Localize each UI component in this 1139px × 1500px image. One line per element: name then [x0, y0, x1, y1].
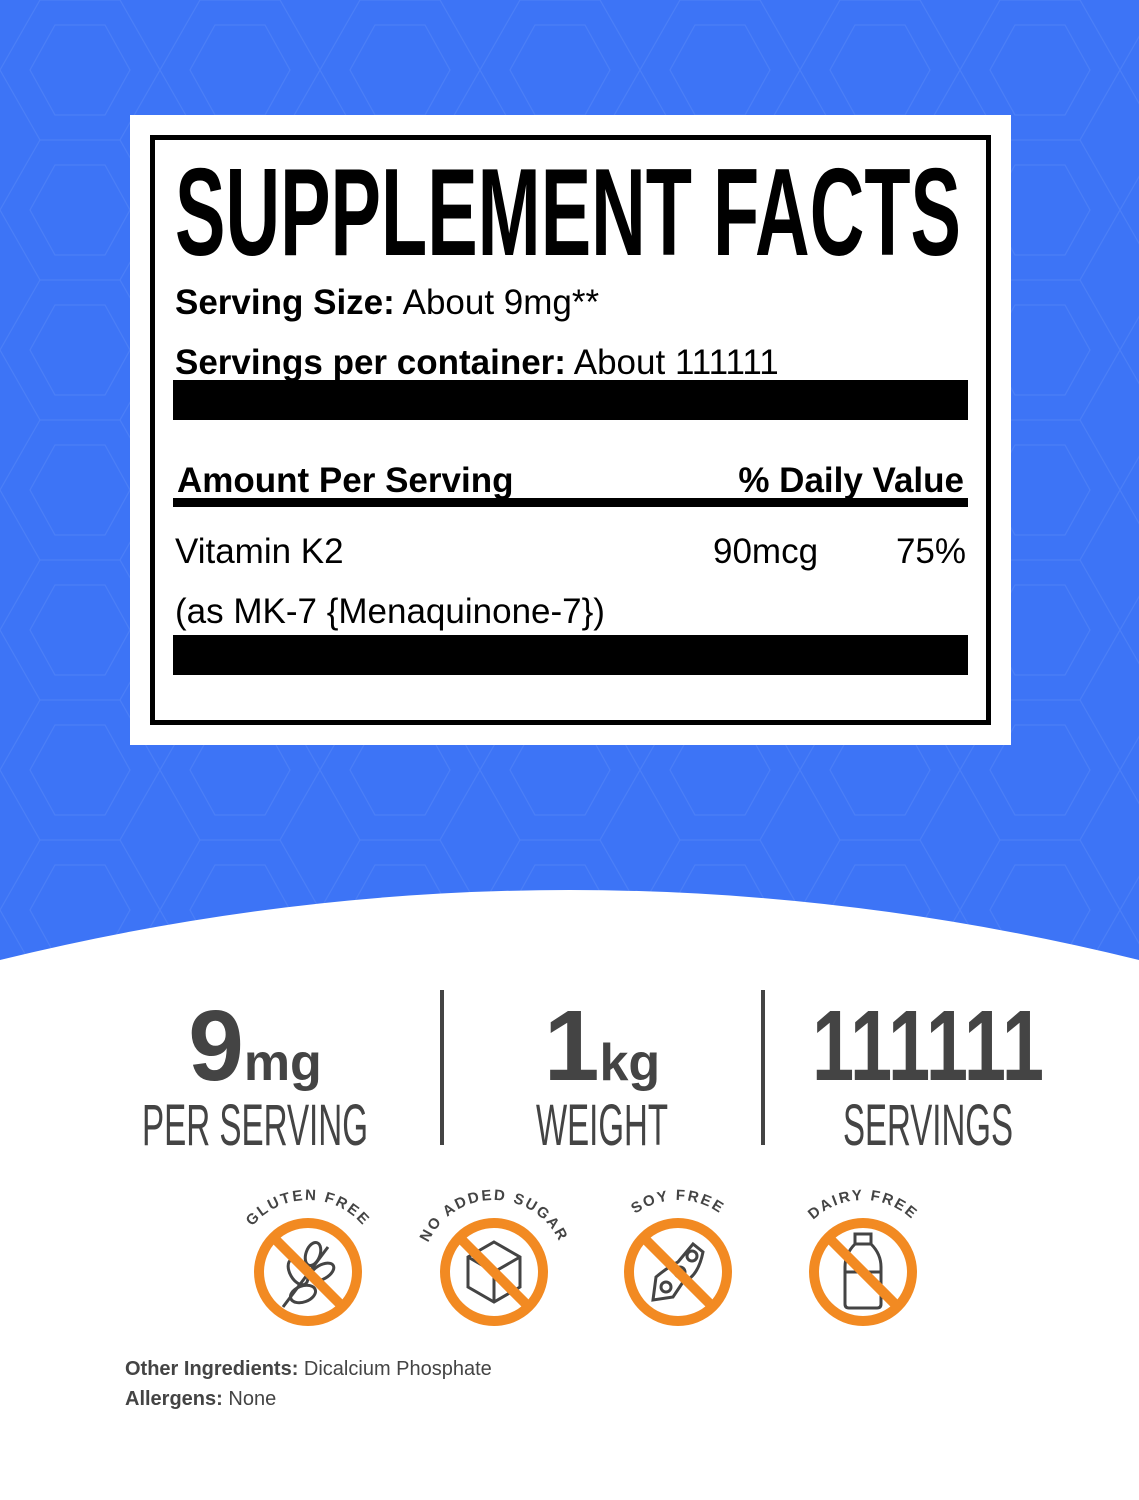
medium-divider	[173, 498, 968, 507]
stat-divider	[761, 990, 765, 1145]
thick-divider	[173, 380, 968, 420]
stat-weight: 1kg WEIGHT	[536, 990, 668, 1158]
svg-text:DAIRY FREE: DAIRY FREE	[805, 1187, 921, 1223]
badge-no-added-sugar: NO ADDED SUGAR	[417, 1187, 572, 1326]
badge-dairy-free: DAIRY FREE	[805, 1187, 921, 1326]
allergens-value: None	[228, 1388, 277, 1410]
stat-per-serving: 9mg PER SERVING	[142, 990, 368, 1158]
ingredient-daily-value: 75%	[895, 532, 966, 571]
serving-size: Serving Size: About 9mg**	[175, 283, 599, 323]
badges-row: GLUTEN FREE NO ADDED SUGAR SOY FREE DAIR…	[243, 1187, 921, 1326]
other-ingredients-label: Other Ingredients:	[125, 1358, 299, 1380]
supplement-facts-panel: SUPPLEMENT FACTS Serving Size: About 9mg…	[130, 115, 1011, 745]
svg-text:1kg: 1kg	[544, 990, 660, 1102]
other-ingredients-value: Dicalcium Phosphate	[303, 1358, 492, 1380]
servings-label: Servings per container:	[175, 343, 566, 382]
svg-text:NO ADDED SUGAR: NO ADDED SUGAR	[417, 1187, 572, 1245]
svg-text:WEIGHT: WEIGHT	[536, 1093, 668, 1158]
ingredient-amount: 90mcg	[713, 532, 819, 571]
badge-gluten-free: GLUTEN FREE	[243, 1187, 372, 1326]
servings-per-container: Servings per container: About 111111	[175, 343, 779, 383]
svg-text:9mg: 9mg	[188, 990, 322, 1102]
svg-text:SOY FREE: SOY FREE	[628, 1187, 728, 1217]
thick-divider-bottom	[173, 635, 968, 675]
amount-per-serving-header: Amount Per Serving	[177, 461, 514, 500]
svg-text:111111: 111111	[812, 990, 1044, 1102]
panel-title: SUPPLEMENT FACTS	[175, 160, 961, 265]
ingredient-form: (as MK-7 {Menaquinone-7})	[175, 592, 605, 631]
svg-text:SUPPLEMENT FACTS: SUPPLEMENT FACTS	[175, 160, 961, 265]
badge-soy-free: SOY FREE	[624, 1187, 732, 1326]
svg-text:SERVINGS: SERVINGS	[843, 1093, 1013, 1158]
serving-size-value: About 9mg**	[402, 283, 600, 322]
allergens: Allergens: None	[125, 1388, 276, 1411]
ingredient-name: Vitamin K2	[175, 532, 344, 571]
daily-value-header: % Daily Value	[738, 461, 964, 500]
serving-size-label: Serving Size:	[175, 283, 395, 322]
stat-servings: 111111 SERVINGS	[812, 990, 1044, 1158]
svg-text:PER SERVING: PER SERVING	[142, 1093, 368, 1158]
servings-value: About 111111	[573, 343, 779, 382]
other-ingredients: Other Ingredients: Dicalcium Phosphate	[125, 1358, 492, 1381]
allergens-label: Allergens:	[125, 1388, 223, 1410]
stat-divider	[440, 990, 444, 1145]
